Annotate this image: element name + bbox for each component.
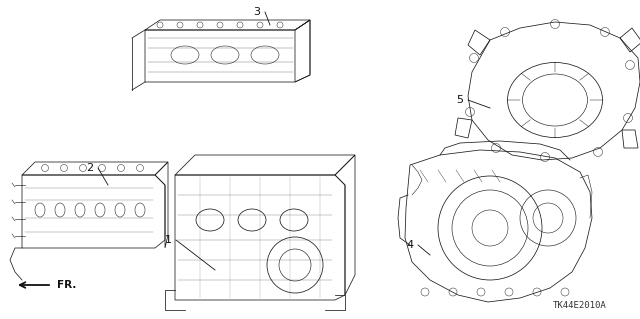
Text: FR.: FR. <box>57 280 76 290</box>
Text: 4: 4 <box>406 240 413 250</box>
Text: 3: 3 <box>253 7 260 17</box>
Text: 5: 5 <box>456 95 463 105</box>
Text: 2: 2 <box>86 163 93 173</box>
Text: 1: 1 <box>164 235 172 245</box>
Text: TK44E2010A: TK44E2010A <box>553 301 607 310</box>
